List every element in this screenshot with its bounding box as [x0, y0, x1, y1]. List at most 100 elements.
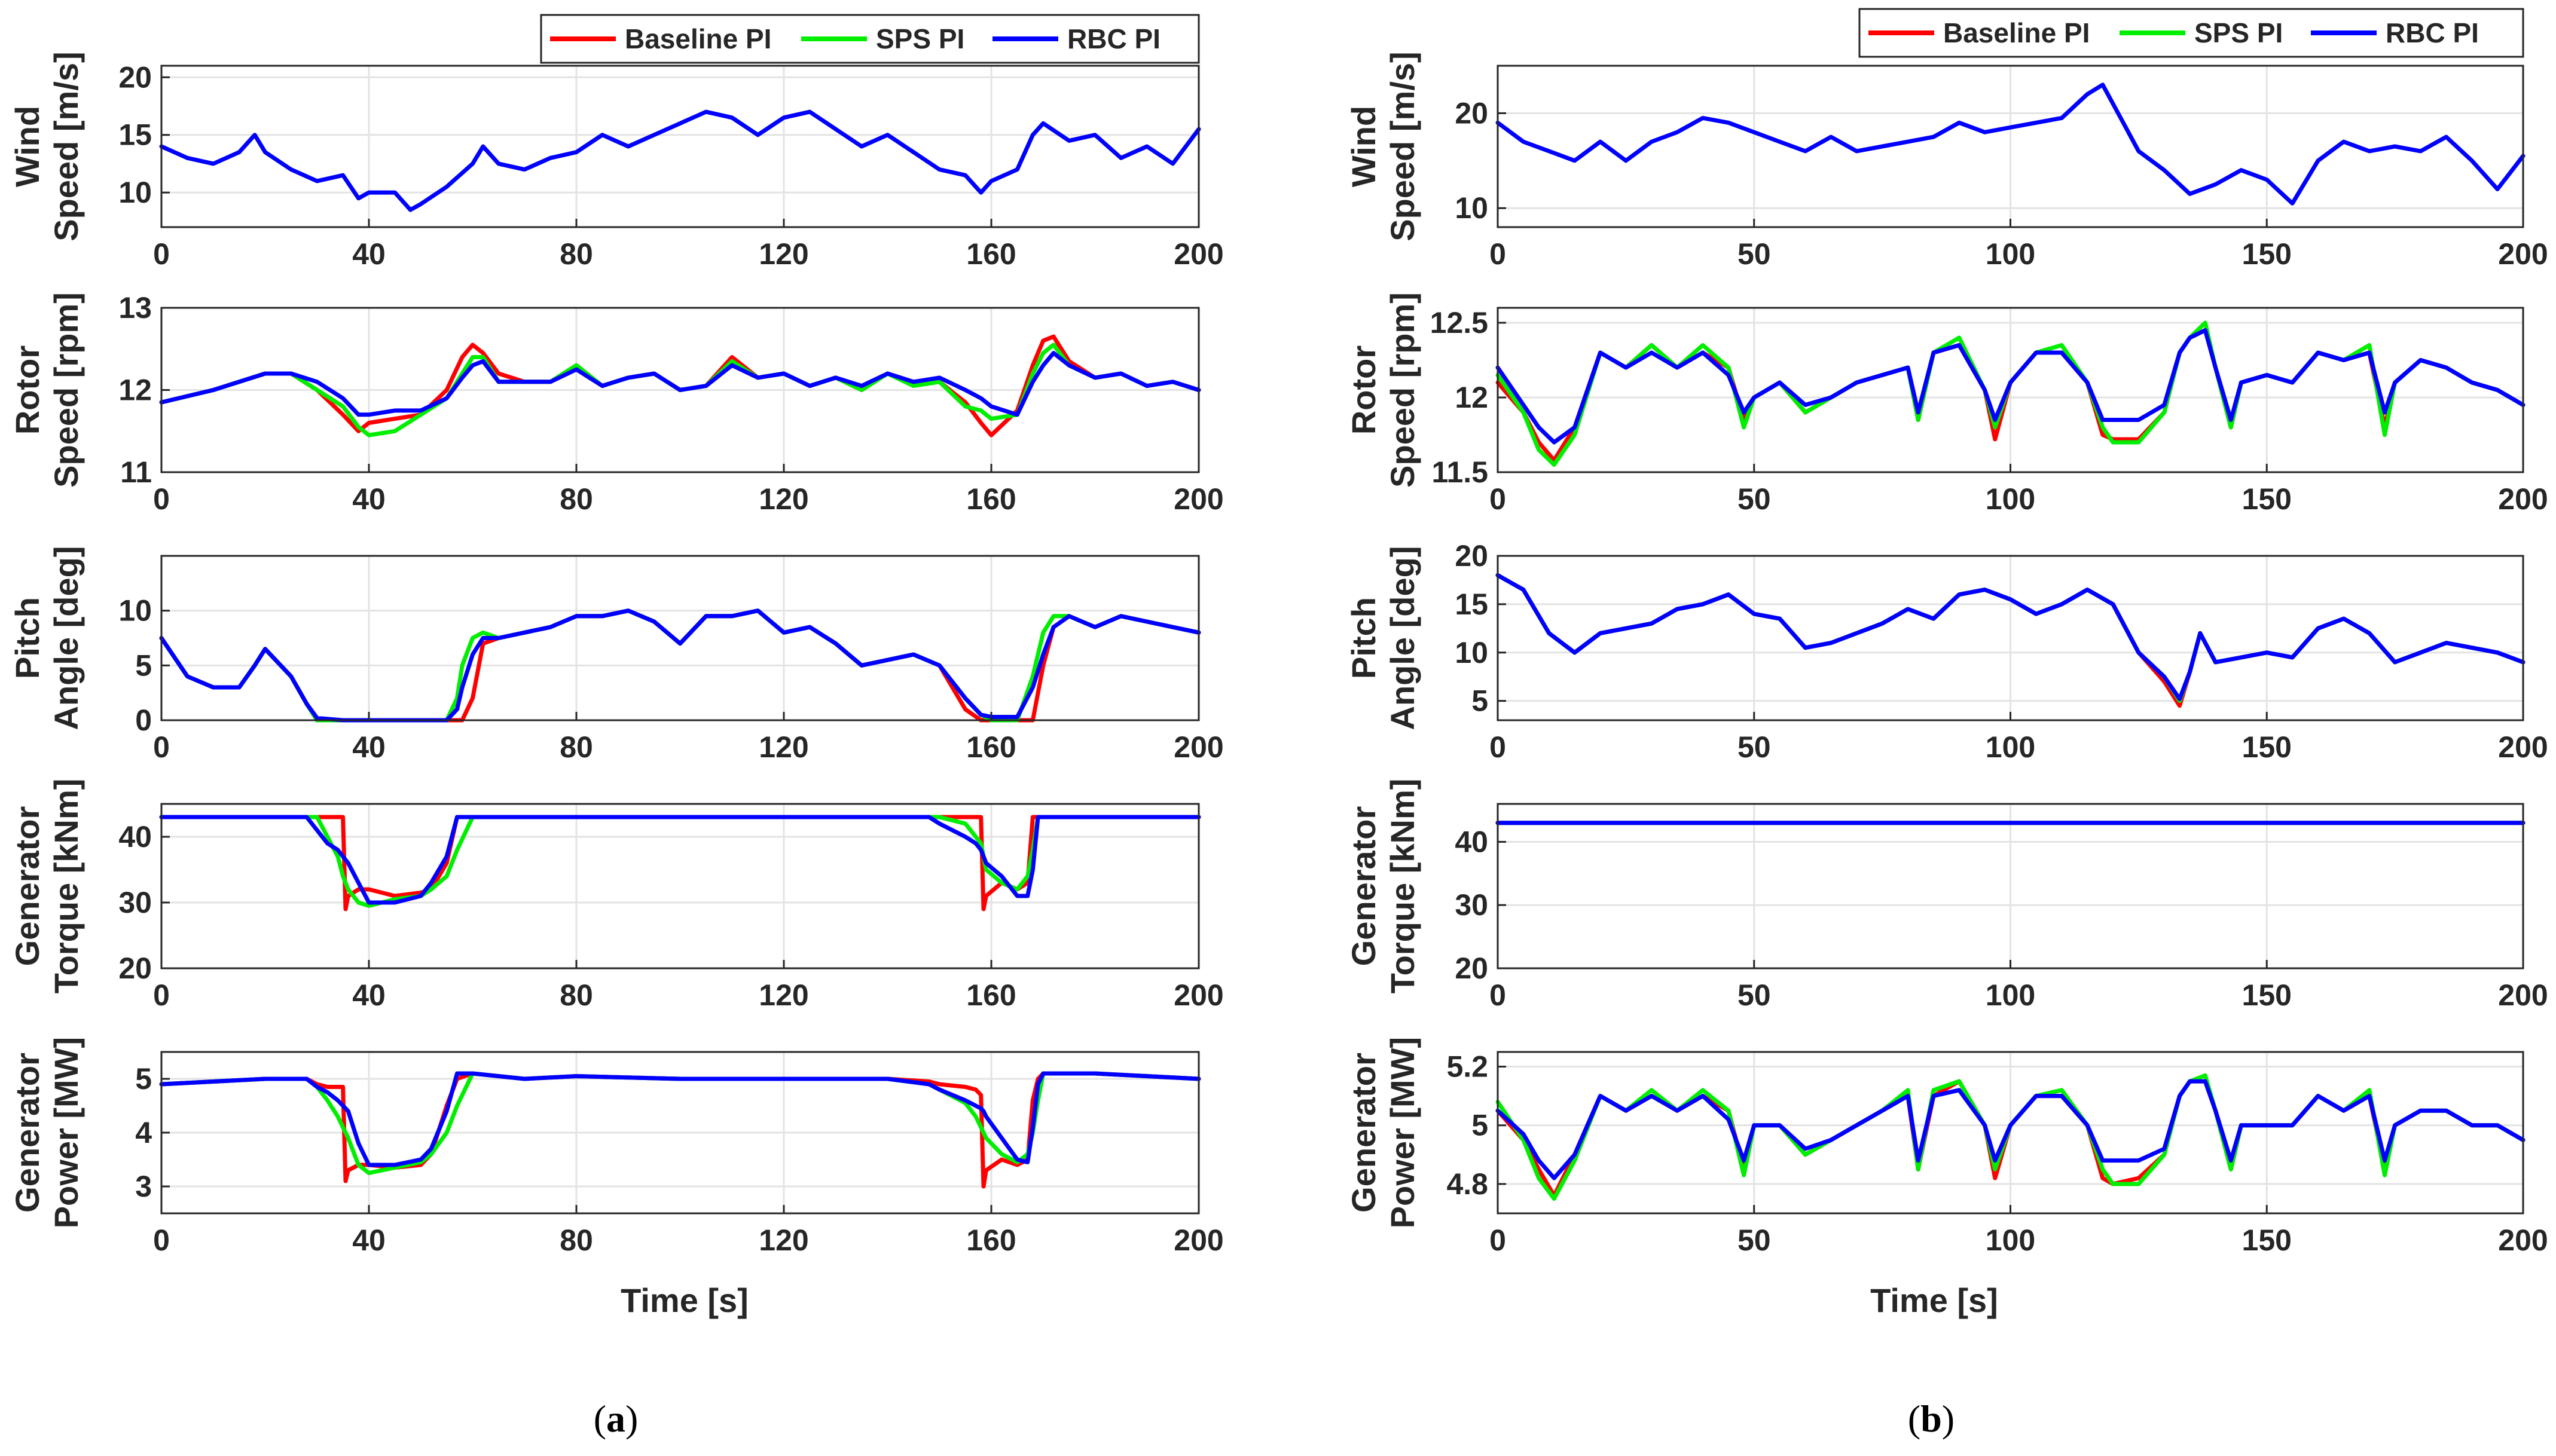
caption-b: (b): [1908, 1397, 1955, 1440]
x-tick-label: 50: [1737, 482, 1771, 516]
x-axis-label-a: Time [s]: [621, 1281, 749, 1319]
legends-layer: Baseline PI SPS PI RBC PI Baseline PI SPS PI…: [540, 8, 2524, 64]
legend-a: Baseline PI SPS PI RBC PI: [540, 14, 1200, 64]
x-tick-label: 50: [1737, 730, 1771, 764]
chart-a-1: 0 40 80 120 160 200 11 12 13 Rotor Speed [rpm]: [8, 291, 1224, 516]
x-tick-label: 40: [352, 1223, 386, 1257]
y-tick-label: 15: [118, 118, 152, 152]
x-tick-label: 0: [153, 237, 170, 271]
x-tick-label: 50: [1737, 237, 1771, 271]
axes-box: [160, 65, 1200, 228]
y-axis-label-line1: Pitch: [8, 597, 46, 679]
y-tick-label: 10: [118, 176, 152, 209]
y-axis-label-line2: Speed [m/s]: [47, 51, 85, 241]
x-tick-label: 0: [1489, 482, 1506, 516]
y-tick-label: 5: [135, 1062, 152, 1096]
x-tick-label: 0: [1489, 978, 1506, 1012]
y-tick-label: 11.5: [1431, 455, 1488, 489]
x-tick-label: 40: [352, 730, 386, 764]
x-tick-label: 100: [1986, 978, 2035, 1012]
plot-area: [161, 66, 1199, 227]
x-tick-label: 100: [1986, 482, 2035, 516]
x-tick-label: 120: [759, 1223, 808, 1257]
y-tick-label: 4.8: [1446, 1167, 1488, 1201]
legend-label: SPS PI: [2194, 17, 2283, 48]
y-tick-label: 12: [1455, 381, 1488, 414]
x-tick-label: 100: [1986, 730, 2035, 764]
y-tick-label: 40: [1455, 825, 1488, 858]
y-tick-label: 5: [1471, 1109, 1488, 1142]
x-tick-label: 200: [1174, 730, 1223, 764]
x-tick-label: 0: [153, 1223, 170, 1257]
y-tick-label: 0: [135, 703, 152, 737]
y-axis-label-line2: Angle [deg]: [1384, 546, 1421, 730]
y-axis-label-line1: Generator: [1345, 1053, 1382, 1213]
x-tick-label: 200: [1174, 482, 1223, 516]
y-axis-label-line1: Generator: [8, 1053, 46, 1213]
x-tick-label: 120: [759, 730, 808, 764]
series-line-rbc-pi: [1495, 573, 2526, 701]
legend-b: Baseline PI SPS PI RBC PI: [1858, 8, 2524, 58]
y-tick-label: 12.5: [1430, 306, 1488, 339]
chart-a-0: 0 40 80 120 160 200 10 15 20 Wind Speed [m/s]: [8, 51, 1224, 271]
y-tick-label: 30: [1455, 888, 1488, 922]
x-tick-label: 0: [153, 482, 170, 516]
caption-b-open: (: [1908, 1397, 1920, 1440]
x-tick-label: 200: [1174, 1223, 1223, 1257]
x-tick-label: 200: [2498, 1223, 2548, 1257]
y-tick-label: 20: [118, 60, 152, 94]
y-axis-label-line1: Generator: [8, 806, 46, 966]
x-tick-label: 0: [153, 978, 170, 1012]
x-tick-label: 50: [1737, 1223, 1771, 1257]
x-tick-label: 80: [560, 237, 593, 271]
x-tick-label: 200: [1174, 237, 1223, 271]
legend-label: SPS PI: [876, 23, 964, 54]
x-tick-label: 40: [352, 978, 386, 1012]
caption-a-letter: a: [606, 1397, 625, 1440]
x-tick-label: 120: [759, 482, 808, 516]
series-line-rbc-pi: [159, 109, 1201, 212]
y-tick-label: 13: [118, 291, 152, 325]
chart-a-2: 0 40 80 120 160 200 0 5 10 Pitch Angle [deg]: [8, 546, 1224, 764]
legend-label: Baseline PI: [625, 23, 771, 54]
chart-a-4: 0 40 80 120 160 200 3 4 5 Generator Power [MW]: [8, 1037, 1224, 1257]
y-tick-label: 15: [1455, 588, 1488, 621]
y-axis-label-line1: Wind: [8, 106, 46, 187]
y-tick-label: 10: [1455, 636, 1488, 669]
y-axis-label-line2: Angle [deg]: [47, 546, 85, 730]
legend-label: RBC PI: [1067, 23, 1161, 54]
legend-label: Baseline PI: [1943, 17, 2090, 48]
chart-b-3: 0 50 100 150 200 20 30 40 Generator Torque [kNm]: [1345, 779, 2548, 1012]
legend-box: [540, 14, 1200, 64]
x-tick-label: 160: [966, 730, 1016, 764]
x-tick-label: 150: [2242, 730, 2292, 764]
y-tick-label: 4: [135, 1116, 152, 1149]
x-tick-label: 120: [759, 237, 808, 271]
y-axis-label-line2: Torque [kNm]: [1384, 779, 1421, 994]
x-tick-label: 0: [1489, 1223, 1506, 1257]
x-tick-label: 150: [2242, 978, 2292, 1012]
series-line-rbc-pi: [159, 351, 1201, 417]
x-tick-label: 100: [1986, 237, 2035, 271]
x-tick-label: 150: [2242, 482, 2292, 516]
caption-a-open: (: [594, 1397, 606, 1440]
y-tick-label: 11: [120, 455, 152, 489]
x-tick-label: 40: [352, 237, 386, 271]
y-tick-label: 12: [118, 374, 152, 407]
y-tick-label: 5: [135, 649, 152, 682]
legend-box: [1858, 8, 2524, 58]
chart-b-0: 0 50 100 150 200 10 20 Wind Speed [m/s]: [1345, 51, 2548, 271]
chart-b-1: 0 50 100 150 200 11.5 12 12.5 Rotor Speed [rpm]: [1345, 292, 2548, 516]
x-tick-label: 200: [2498, 237, 2548, 271]
y-axis-label-line1: Pitch: [1345, 597, 1382, 679]
x-tick-label: 0: [1489, 237, 1506, 271]
y-axis-label-line2: Speed [m/s]: [1384, 51, 1421, 241]
x-tick-label: 80: [560, 978, 593, 1012]
x-tick-label: 120: [759, 978, 808, 1012]
y-axis-label-line2: Torque [kNm]: [47, 779, 85, 994]
y-axis-label-line2: Power [MW]: [47, 1037, 85, 1228]
caption-a-close: ): [625, 1397, 638, 1440]
x-tick-label: 80: [560, 730, 593, 764]
y-tick-label: 20: [1455, 96, 1488, 130]
